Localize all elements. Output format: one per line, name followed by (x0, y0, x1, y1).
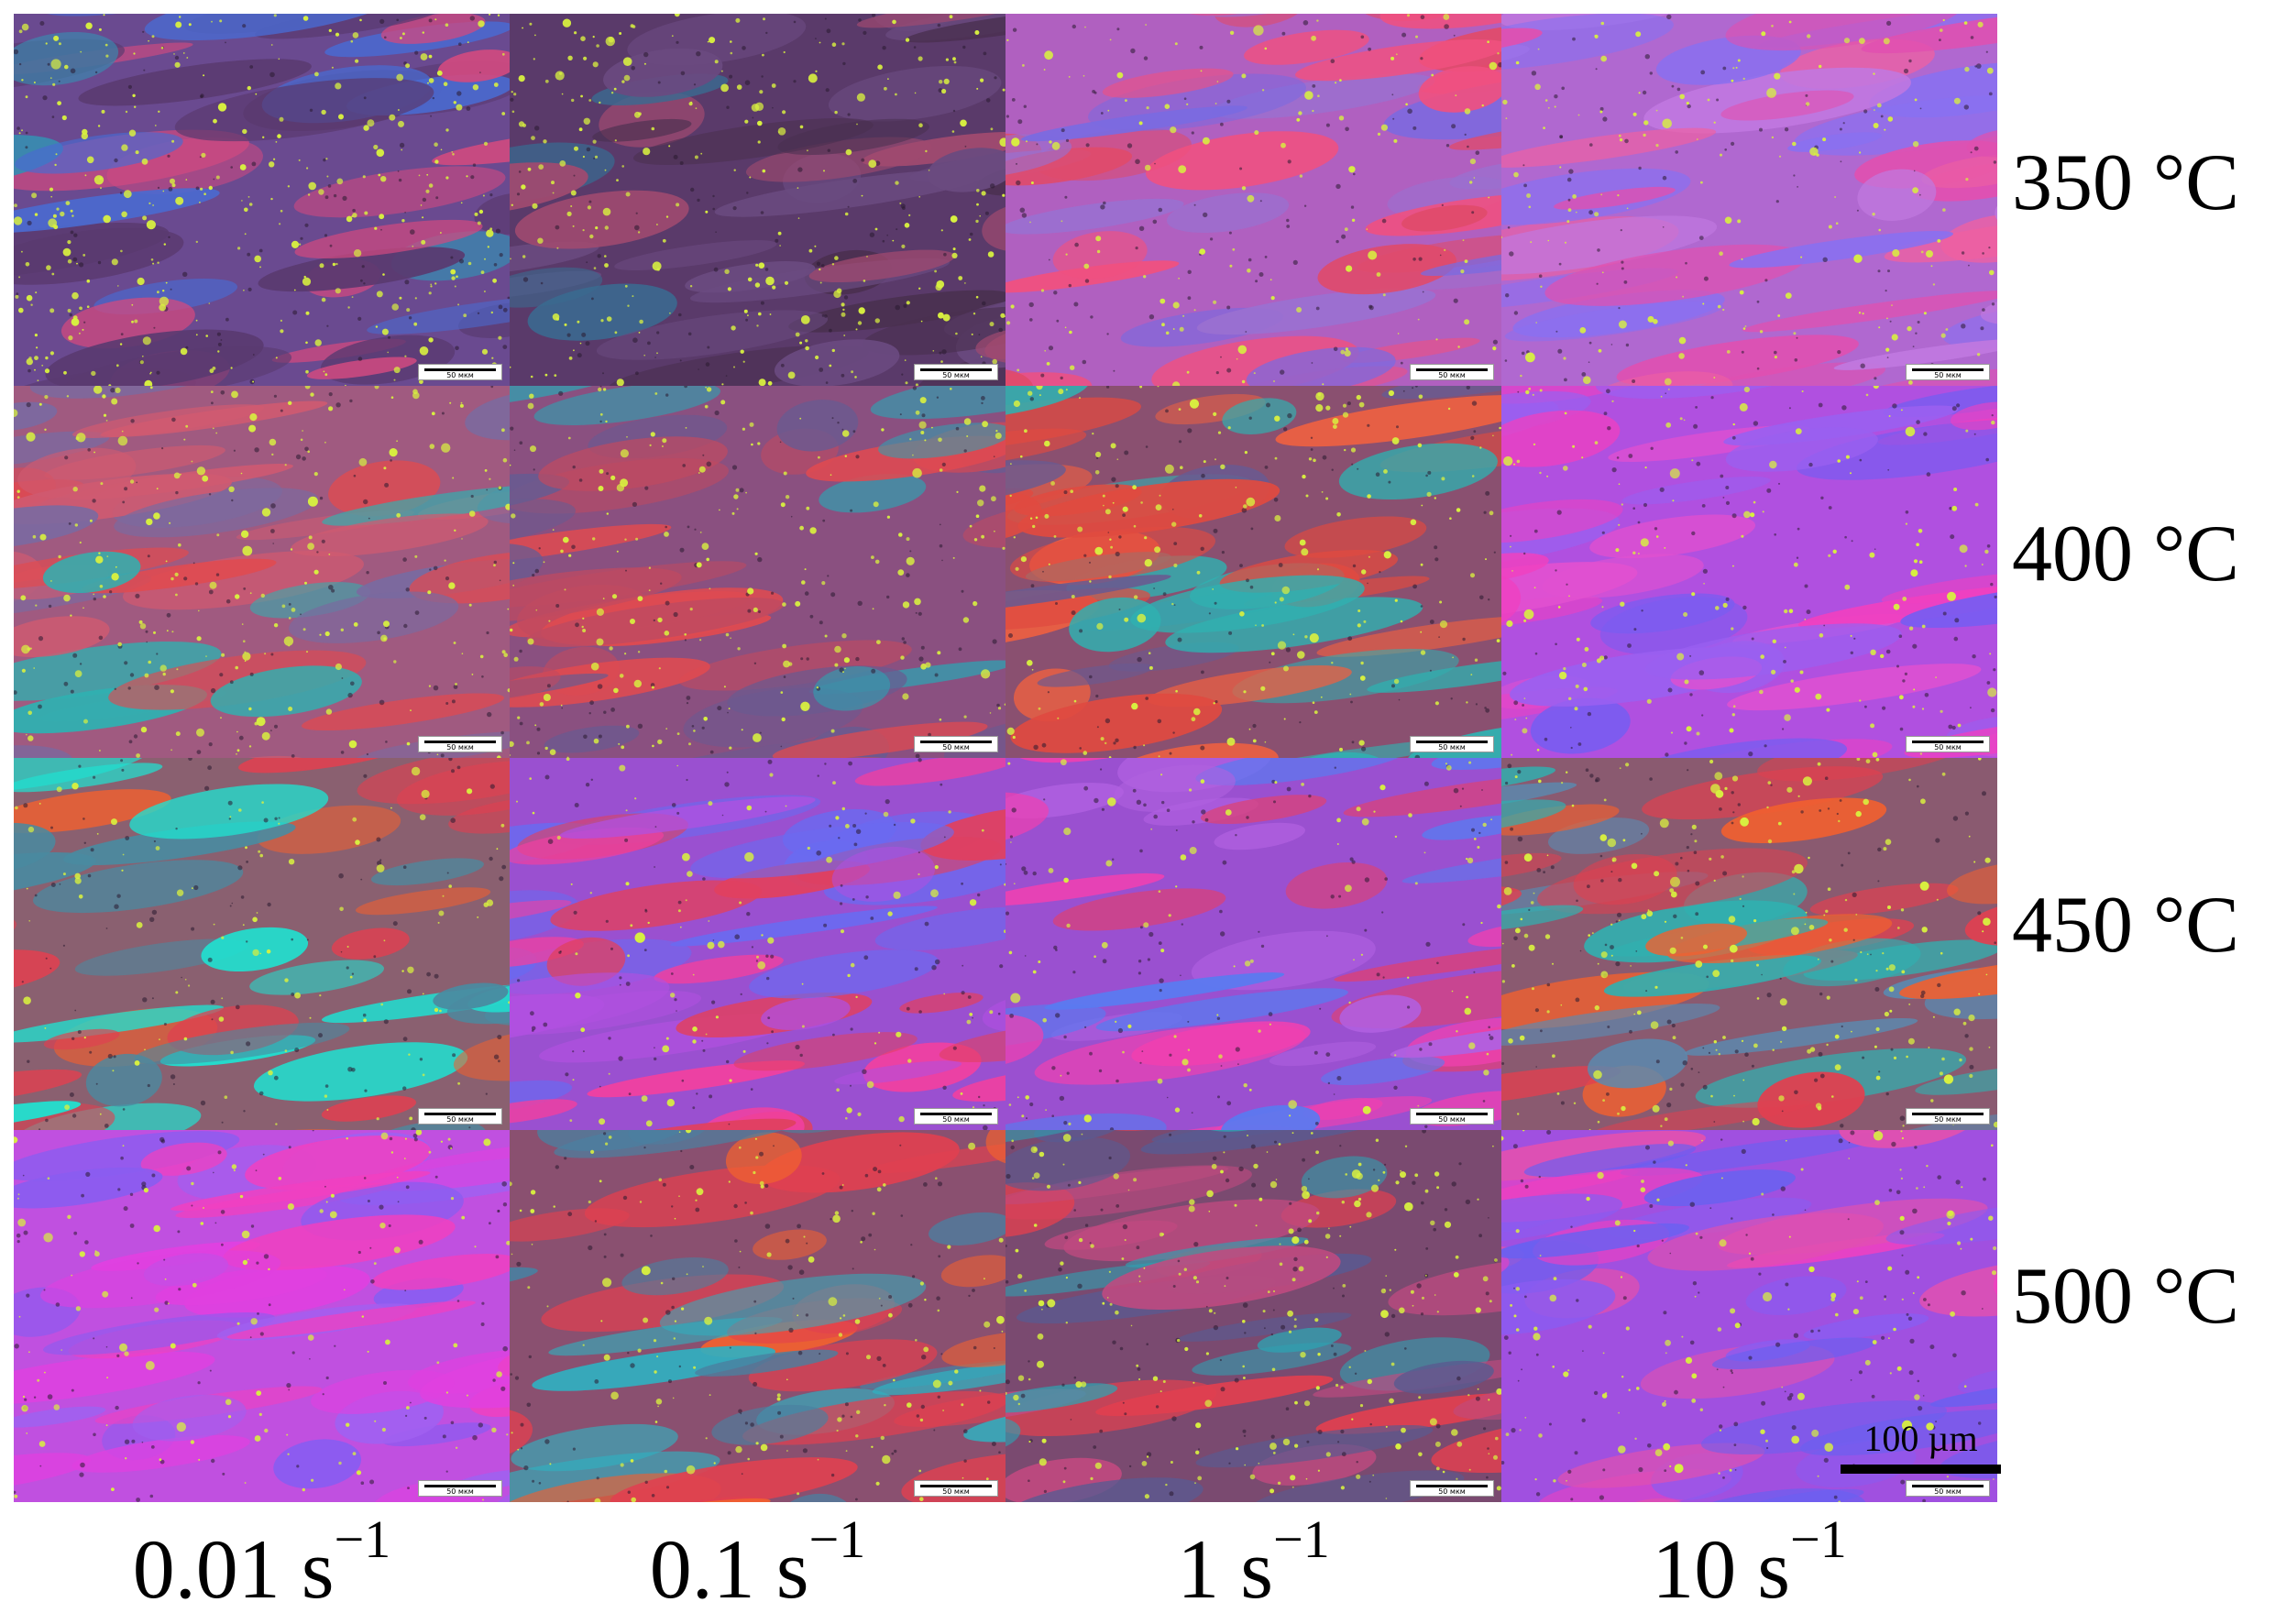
tile-scale-line (920, 1485, 992, 1487)
tile-scale-marker: 50 мкм (1410, 364, 1494, 380)
micrograph-tile: 50 мкм (14, 1130, 510, 1502)
tile-scale-marker: 50 мкм (914, 364, 998, 380)
micrograph-tile: 50 мкм (14, 14, 510, 386)
micrograph-tile: 50 мкм (510, 1130, 1006, 1502)
micrograph-tile: 50 мкм (1006, 386, 1501, 758)
tile-scale-line (1416, 1113, 1488, 1115)
col-label-1: 1 s−1 (1177, 1509, 1330, 1616)
tile-scale-line (920, 368, 992, 371)
tile-scale-marker: 50 мкм (1410, 1108, 1494, 1125)
tile-scale-marker: 50 мкм (1906, 1480, 1990, 1497)
tile-scale-line (1912, 1485, 1984, 1487)
tile-scale-marker: 50 мкм (418, 364, 502, 380)
tile-scale-text: 50 мкм (942, 1115, 970, 1124)
tile-scale-line (1912, 1113, 1984, 1115)
micrograph-tile: 50 мкм (1006, 758, 1501, 1130)
tile-scale-marker: 50 мкм (1906, 364, 1990, 380)
micrograph-tile: 50 мкм (1501, 386, 1997, 758)
row-label-450: 450 °C (2012, 881, 2239, 970)
tile-scale-line (920, 1113, 992, 1115)
tile-scale-text: 50 мкм (1934, 743, 1962, 752)
tile-scale-marker: 50 мкм (1410, 1480, 1494, 1497)
tile-scale-marker: 50 мкм (914, 1108, 998, 1125)
tile-scale-text: 50 мкм (942, 371, 970, 379)
micrograph-tile: 50 мкм (1006, 1130, 1501, 1502)
row-label-400: 400 °C (2012, 510, 2239, 598)
tile-scale-marker: 50 мкм (1906, 1108, 1990, 1125)
col-label-10: 10 s−1 (1652, 1509, 1847, 1616)
tile-scale-marker: 50 мкм (914, 1480, 998, 1497)
micrograph-tile: 50 мкм (510, 758, 1006, 1130)
tile-scale-marker: 50 мкм (418, 1480, 502, 1497)
tile-scale-line (424, 368, 496, 371)
tile-scale-line (1912, 368, 1984, 371)
scale-bar: 100 µm (1841, 1419, 2001, 1474)
tile-scale-text: 50 мкм (1934, 1115, 1962, 1124)
tile-scale-marker: 50 мкм (1410, 736, 1494, 752)
micrograph-tile: 50 мкм (1501, 758, 1997, 1130)
tile-scale-text: 50 мкм (1934, 371, 1962, 379)
micrograph-tile: 50 мкм (14, 386, 510, 758)
tile-scale-marker: 50 мкм (1906, 736, 1990, 752)
tile-scale-text: 50 мкм (446, 1115, 474, 1124)
tile-scale-line (424, 741, 496, 743)
row-label-500: 500 °C (2012, 1252, 2239, 1341)
tile-scale-text: 50 мкм (446, 1487, 474, 1496)
micrograph-tile: 50 мкм (14, 758, 510, 1130)
micrograph-tile: 50 мкм (1006, 14, 1501, 386)
tile-scale-text: 50 мкм (1438, 1487, 1466, 1496)
tile-scale-line (1416, 368, 1488, 371)
scale-bar-label: 100 µm (1863, 1418, 1978, 1459)
scale-bar-line (1841, 1465, 2001, 1474)
tile-scale-line (920, 741, 992, 743)
micrograph-tile: 50 мкм (1501, 14, 1997, 386)
tile-scale-marker: 50 мкм (914, 736, 998, 752)
micrograph-tile: 50 мкм (1501, 1130, 1997, 1502)
col-label-0.1: 0.1 s−1 (649, 1509, 866, 1616)
tile-scale-line (1416, 741, 1488, 743)
tile-scale-line (1416, 1485, 1488, 1487)
tile-scale-line (424, 1113, 496, 1115)
tile-scale-text: 50 мкм (1438, 371, 1466, 379)
tile-scale-line (1912, 741, 1984, 743)
tile-scale-text: 50 мкм (1934, 1487, 1962, 1496)
tile-scale-text: 50 мкм (1438, 1115, 1466, 1124)
micrograph-tile: 50 мкм (510, 386, 1006, 758)
micrograph-grid: 50 мкм 50 мкм 50 мкм 50 мкм 50 мкм 50 мкм 50 м… (14, 14, 1997, 1503)
tile-scale-marker: 50 мкм (418, 1108, 502, 1125)
tile-scale-text: 50 мкм (942, 1487, 970, 1496)
tile-scale-marker: 50 мкм (418, 736, 502, 752)
tile-scale-text: 50 мкм (446, 743, 474, 752)
tile-scale-text: 50 мкм (942, 743, 970, 752)
tile-scale-text: 50 мкм (1438, 743, 1466, 752)
tile-scale-line (424, 1485, 496, 1487)
tile-scale-text: 50 мкм (446, 371, 474, 379)
micrograph-tile: 50 мкм (510, 14, 1006, 386)
row-label-350: 350 °C (2012, 138, 2239, 227)
col-label-0.01: 0.01 s−1 (132, 1509, 391, 1616)
